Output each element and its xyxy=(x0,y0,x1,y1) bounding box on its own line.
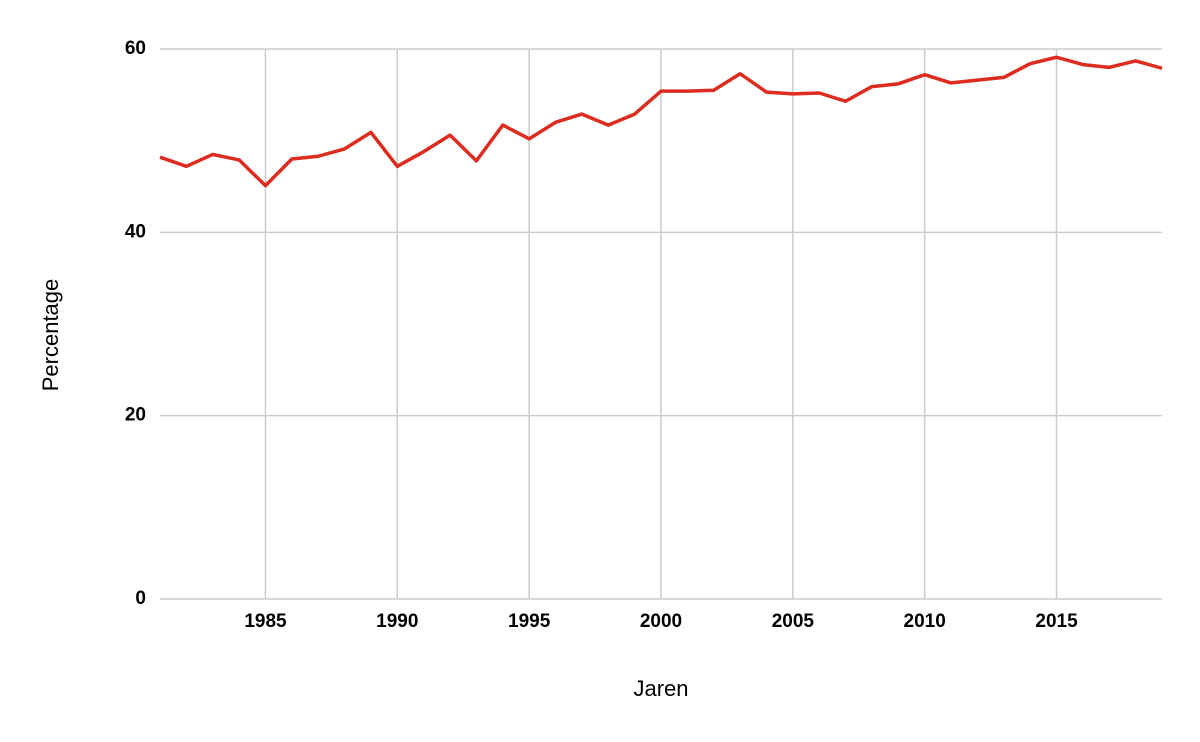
y-tick-label: 20 xyxy=(125,405,146,426)
x-tick-label: 2015 xyxy=(1035,611,1078,632)
y-tick-label: 0 xyxy=(135,588,146,609)
x-tick-label: 2010 xyxy=(904,611,946,632)
x-tick-label: 2005 xyxy=(772,611,815,632)
data-line xyxy=(159,55,1163,188)
x-tick-label: 1995 xyxy=(508,611,551,632)
y-tick-label: 40 xyxy=(125,221,146,242)
x-tick-label: 1985 xyxy=(244,611,287,632)
y-tick-label: 60 xyxy=(125,38,146,59)
x-axis-title: Jaren xyxy=(633,676,688,701)
x-tick-label: 2000 xyxy=(640,611,682,632)
y-axis-title: Percentage xyxy=(38,279,63,392)
x-tick-label: 1990 xyxy=(376,611,418,632)
